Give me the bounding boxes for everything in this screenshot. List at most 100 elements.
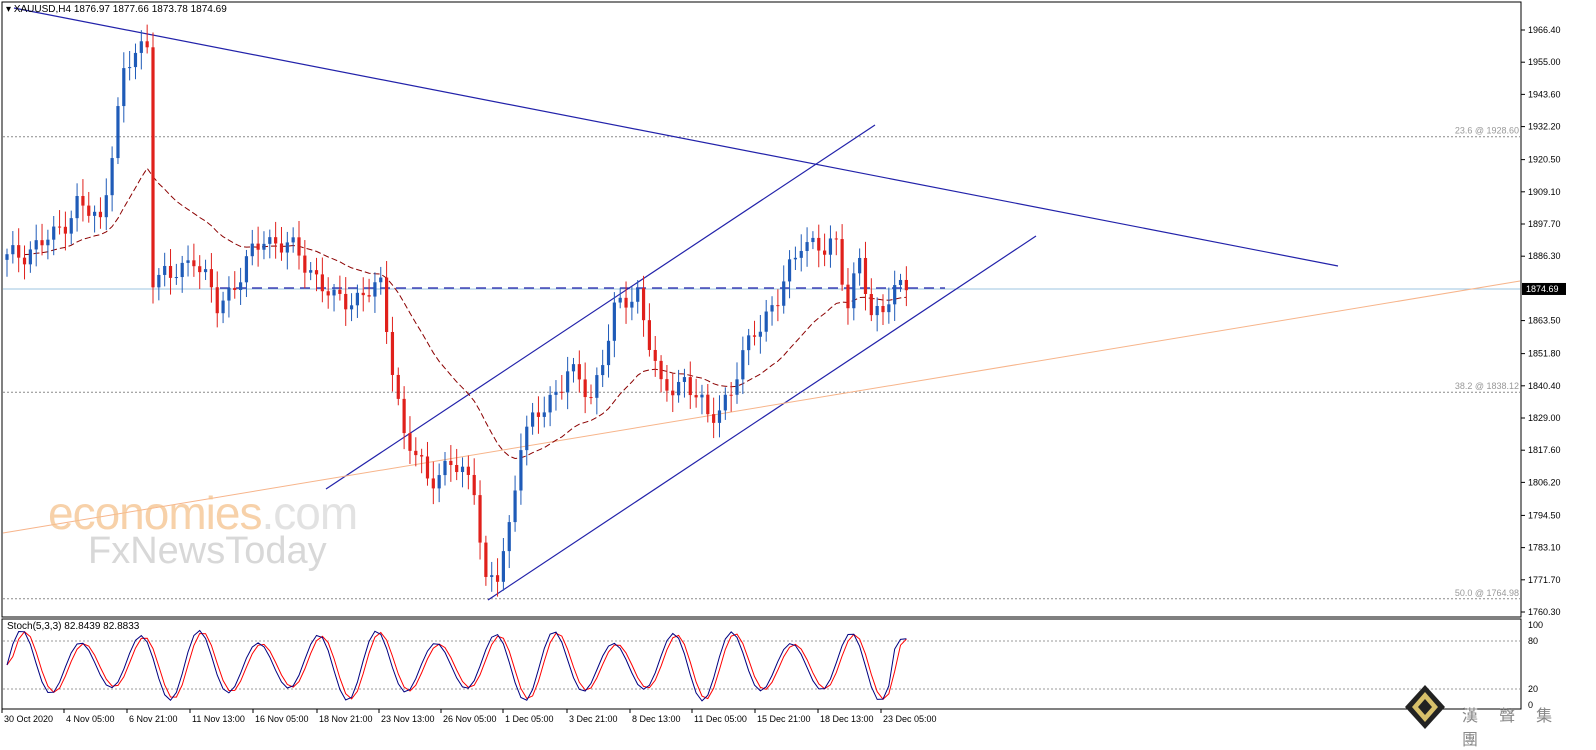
stoch-header: Stoch(5,3,3) 82.8439 82.8833: [7, 621, 140, 632]
candle-body: [98, 211, 103, 218]
candle: [431, 461, 435, 505]
candle-body: [215, 287, 219, 314]
collapse-triangle-icon[interactable]: ▾: [6, 4, 12, 15]
candle: [519, 433, 523, 505]
candle-body: [577, 364, 581, 380]
candle: [268, 229, 272, 259]
candle-body: [361, 292, 365, 296]
candle: [712, 397, 716, 439]
price-tick-label: 1760.30: [1528, 607, 1561, 617]
candle: [636, 280, 640, 314]
candle-body: [233, 287, 237, 291]
candle-body: [180, 262, 184, 278]
candle: [291, 227, 295, 253]
stochastic-oscillator: 100 80 20 0: [3, 620, 1543, 710]
candle: [542, 396, 546, 428]
candle: [834, 231, 838, 256]
candle-body: [776, 305, 780, 307]
candle-body: [641, 288, 646, 321]
channel-lower-line: [487, 235, 1037, 601]
time-tick-label: 18 Nov 21:00: [319, 714, 373, 724]
candle: [525, 415, 529, 466]
candle: [361, 277, 365, 312]
candle: [198, 255, 202, 289]
candle-body: [566, 371, 570, 393]
candle: [811, 231, 815, 250]
candle-body: [846, 284, 850, 309]
candle: [163, 252, 167, 287]
candle-body: [460, 466, 465, 473]
candle: [385, 261, 389, 344]
channel-upper-line: [325, 124, 876, 490]
candle-body: [22, 257, 27, 265]
candle: [531, 402, 535, 435]
candle: [437, 463, 441, 503]
candle-body: [554, 391, 558, 395]
candle: [694, 378, 698, 408]
candle: [256, 226, 260, 267]
candle-body: [618, 297, 622, 303]
candle-body: [887, 304, 891, 313]
candle-body: [729, 394, 733, 396]
descending-trendline: [13, 7, 1339, 267]
price-tick-label: 1897.70: [1528, 219, 1561, 229]
price-axis: 1966.40 1955.00 1943.60 1932.20 1920.50 1909.…: [1521, 25, 1566, 617]
candle-body: [239, 282, 243, 291]
candle-body: [712, 414, 716, 423]
candle: [893, 270, 897, 321]
candle-body: [752, 335, 757, 337]
fib-level-label: 23.6 @ 1928.60: [1455, 126, 1519, 136]
candle-body: [168, 265, 173, 278]
candle: [174, 263, 178, 285]
candle: [326, 277, 330, 309]
candle-body: [256, 243, 260, 250]
candle-body: [548, 394, 552, 413]
candle-body: [501, 551, 505, 582]
candle-body: [145, 41, 149, 48]
candle: [700, 384, 704, 415]
candle-body: [677, 381, 681, 396]
candle-body: [291, 237, 295, 243]
candle-body: [875, 306, 879, 316]
candle-body: [157, 274, 161, 288]
candle-body: [344, 293, 348, 310]
candle-body: [396, 374, 400, 399]
candle: [717, 395, 722, 438]
candle: [513, 475, 517, 532]
price-tick-label: 1829.00: [1528, 413, 1561, 423]
candle-body: [186, 260, 190, 263]
candle: [17, 228, 21, 273]
candle-body: [782, 281, 786, 306]
candle: [34, 224, 38, 267]
price-tick-label: 1771.70: [1528, 575, 1561, 585]
candle: [630, 286, 634, 321]
candle: [641, 275, 646, 337]
candle-body: [770, 305, 774, 312]
candle: [75, 183, 79, 232]
candle-body: [373, 282, 377, 297]
candle-body: [244, 256, 249, 283]
candle-body: [309, 270, 313, 273]
stoch-tick-label: 100: [1528, 620, 1543, 630]
candle: [653, 335, 657, 377]
candle-body: [636, 288, 640, 302]
price-tick-label: 1943.60: [1528, 89, 1561, 99]
candle-body: [139, 41, 143, 53]
candle: [209, 253, 213, 303]
candle-body: [69, 218, 73, 234]
candle-body: [852, 273, 856, 309]
candle: [320, 257, 324, 303]
candle: [285, 231, 289, 270]
candle: [133, 43, 138, 80]
candle-body: [595, 375, 599, 398]
candle-body: [52, 226, 56, 240]
candle-body: [385, 277, 389, 333]
candle-body: [122, 68, 126, 107]
price-tick-label: 1932.20: [1528, 122, 1561, 132]
candle: [484, 535, 488, 586]
trend-lines: [2, 7, 1521, 601]
candle: [233, 271, 237, 299]
candle: [314, 257, 319, 292]
candle-body: [525, 426, 529, 451]
